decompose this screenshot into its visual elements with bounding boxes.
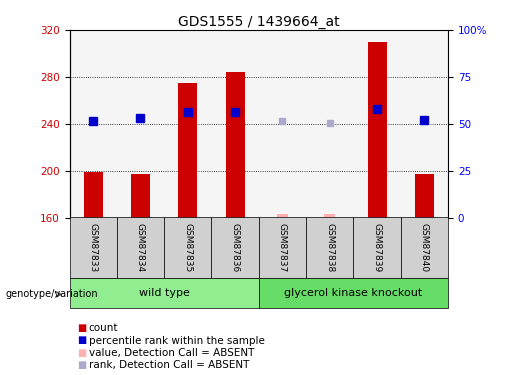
Text: GSM87839: GSM87839 <box>372 223 382 272</box>
Bar <box>117 217 164 278</box>
Text: glycerol kinase knockout: glycerol kinase knockout <box>284 288 422 297</box>
Bar <box>324 214 335 217</box>
Bar <box>164 217 212 278</box>
Text: ■: ■ <box>77 360 86 370</box>
Bar <box>259 278 448 308</box>
Bar <box>368 42 387 218</box>
Bar <box>226 72 245 217</box>
Text: rank, Detection Call = ABSENT: rank, Detection Call = ABSENT <box>89 360 249 370</box>
Text: genotype/variation: genotype/variation <box>5 290 98 299</box>
Bar <box>178 83 197 218</box>
Bar <box>353 217 401 278</box>
Text: GSM87838: GSM87838 <box>325 223 334 272</box>
Bar <box>401 217 448 278</box>
Bar <box>131 174 150 217</box>
Text: wild type: wild type <box>139 288 190 297</box>
Text: count: count <box>89 323 118 333</box>
Text: ■: ■ <box>77 323 86 333</box>
Bar <box>277 214 288 217</box>
Text: GSM87834: GSM87834 <box>136 223 145 272</box>
Bar <box>259 217 306 278</box>
Text: ■: ■ <box>77 348 86 358</box>
Text: ■: ■ <box>77 336 86 345</box>
Text: GSM87836: GSM87836 <box>231 223 239 272</box>
Title: GDS1555 / 1439664_at: GDS1555 / 1439664_at <box>178 15 339 29</box>
Bar <box>306 217 353 278</box>
Bar <box>84 172 102 217</box>
Bar <box>212 217 259 278</box>
Text: GSM87840: GSM87840 <box>420 223 429 272</box>
Bar <box>70 278 259 308</box>
Text: percentile rank within the sample: percentile rank within the sample <box>89 336 265 345</box>
Text: GSM87835: GSM87835 <box>183 223 192 272</box>
Text: GSM87837: GSM87837 <box>278 223 287 272</box>
Text: value, Detection Call = ABSENT: value, Detection Call = ABSENT <box>89 348 254 358</box>
Bar <box>70 217 117 278</box>
Bar <box>415 174 434 217</box>
Text: GSM87833: GSM87833 <box>89 223 98 272</box>
